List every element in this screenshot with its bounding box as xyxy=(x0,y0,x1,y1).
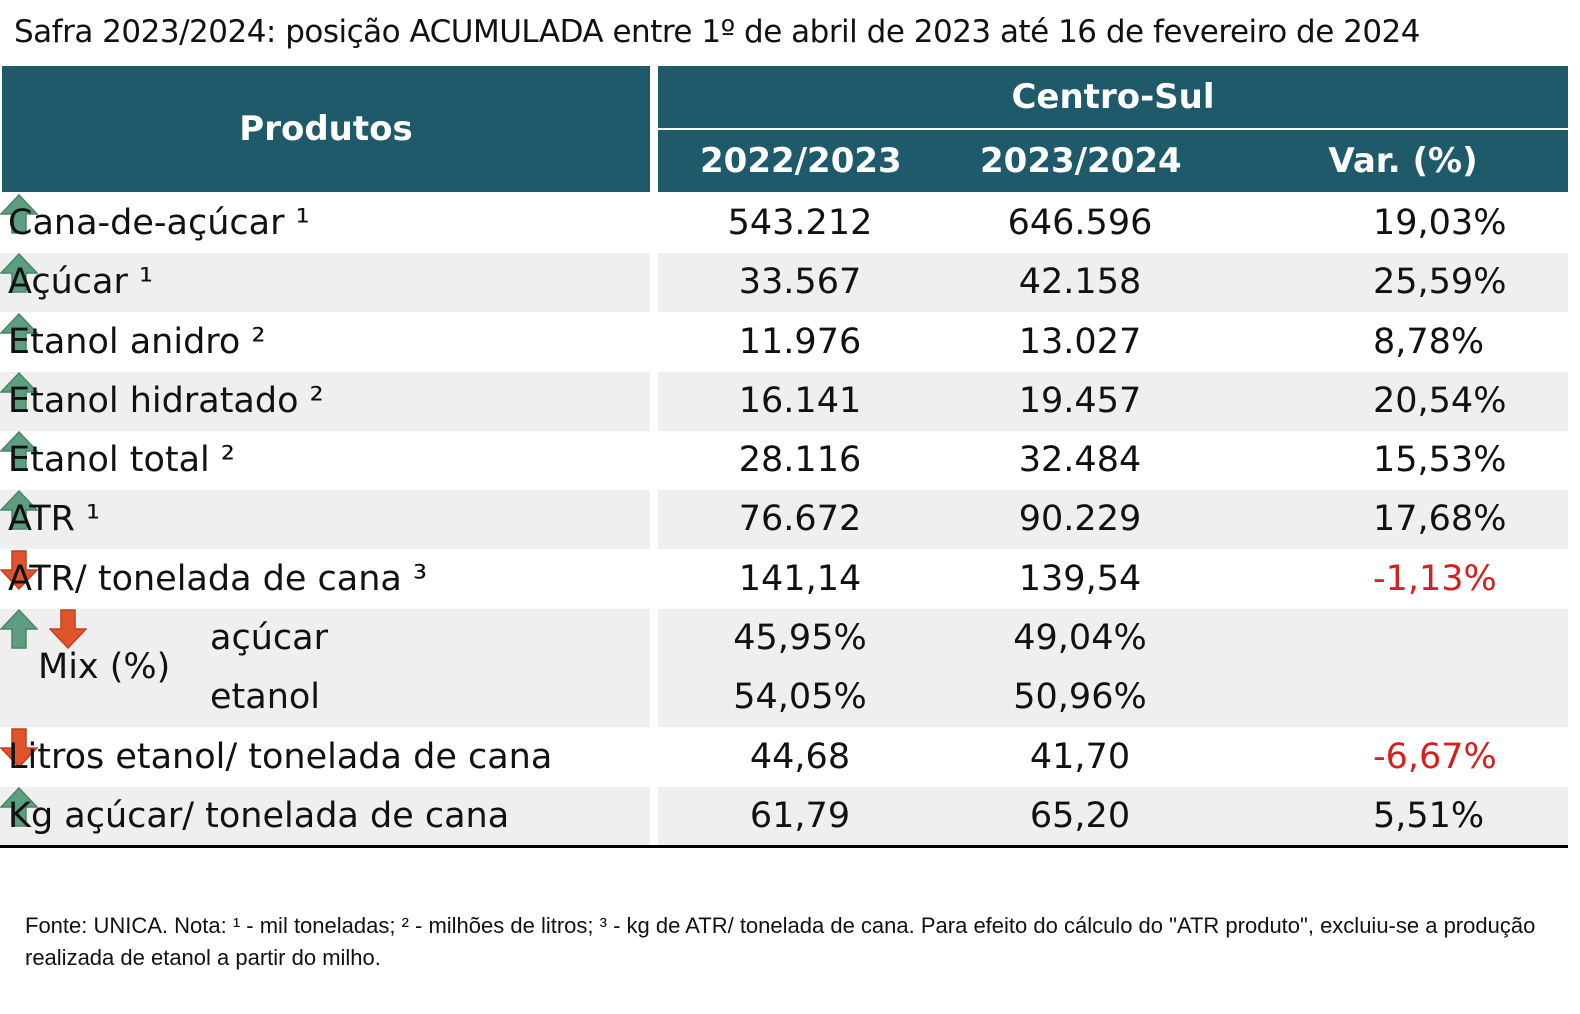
value: 50,96% xyxy=(1013,677,1147,717)
variation: 17,68% xyxy=(1373,499,1507,539)
footnote: Fonte: UNICA. Nota: ¹ - mil toneladas; ²… xyxy=(25,913,1536,970)
value: 19.457 xyxy=(1018,381,1142,421)
variation: 8,78% xyxy=(1373,322,1485,362)
value: 42.158 xyxy=(1018,262,1142,302)
label: Kg açúcar/ tonelada de cana xyxy=(8,796,510,836)
value: 141,14 xyxy=(738,559,862,599)
value: 61,79 xyxy=(749,796,851,836)
variation: 20,54% xyxy=(1373,381,1507,421)
header-columns: 2022/2023 2023/2024 Var. (%) xyxy=(658,130,1568,192)
column-header: 2022/2023 xyxy=(700,141,902,181)
value: 65,20 xyxy=(1029,796,1131,836)
table-row: Cana-de-açúcar ¹ 543.212 646.596 19,03% xyxy=(0,194,1568,253)
mix-label: Mix (%) xyxy=(38,647,171,687)
table-row: Açúcar ¹ 33.567 42.158 25,59% xyxy=(0,253,1568,312)
column-header: 2023/2024 xyxy=(980,141,1182,181)
label: Litros etanol/ tonelada de cana xyxy=(8,737,553,777)
value: 49,04% xyxy=(1013,618,1147,658)
bottom-rule xyxy=(0,845,1568,848)
value: 28.116 xyxy=(738,440,862,480)
value: 16.141 xyxy=(738,381,862,421)
label: ATR ¹ xyxy=(8,499,101,539)
label: etanol xyxy=(210,677,321,717)
value: 32.484 xyxy=(1018,440,1142,480)
value: 139,54 xyxy=(1018,559,1142,599)
value: 13.027 xyxy=(1018,322,1142,362)
table-row: ATR/ tonelada de cana ³ 141,14 139,54 -1,13… xyxy=(0,550,1568,609)
value: 11.976 xyxy=(738,322,862,362)
value: 543.212 xyxy=(727,203,873,243)
value: 90.229 xyxy=(1018,499,1142,539)
label: Etanol anidro ² xyxy=(8,322,266,362)
arrow-up xyxy=(0,609,38,649)
value: 44,68 xyxy=(749,737,851,777)
value: 41,70 xyxy=(1029,737,1131,777)
table-row: Litros etanol/ tonelada de cana 44,68 41,7… xyxy=(0,728,1568,787)
value: 45,95% xyxy=(733,618,867,658)
variation: 25,59% xyxy=(1373,262,1507,302)
header-region: Centro-Sul xyxy=(658,66,1568,128)
variation: 19,03% xyxy=(1373,203,1507,243)
table-row: ATR ¹ 76.672 90.229 17,68% xyxy=(0,490,1568,549)
mix-row: Mix (%) açúcar 45,95% 49,04% etanol 54,0… xyxy=(0,609,1568,727)
table-row: Etanol anidro ² 11.976 13.027 8,78% xyxy=(0,313,1568,372)
label: Etanol hidratado ² xyxy=(8,381,324,421)
label: Açúcar ¹ xyxy=(8,262,153,302)
label: açúcar xyxy=(210,618,328,658)
header-products: Produtos xyxy=(2,66,650,192)
label: ATR/ tonelada de cana ³ xyxy=(8,559,428,599)
label: Etanol total ² xyxy=(8,440,235,480)
value: 76.672 xyxy=(738,499,862,539)
table-row: Kg açúcar/ tonelada de cana 61,79 65,20 5,5… xyxy=(0,787,1568,846)
value: 646.596 xyxy=(1007,203,1153,243)
label: Cana-de-açúcar ¹ xyxy=(8,203,310,243)
column-header: Var. (%) xyxy=(1328,141,1478,181)
variation: 5,51% xyxy=(1373,796,1485,836)
variation: -1,13% xyxy=(1373,559,1497,599)
variation: 15,53% xyxy=(1373,440,1507,480)
variation: -6,67% xyxy=(1373,737,1497,777)
table-row: Etanol hidratado ² 16.141 19.457 20,54% xyxy=(0,372,1568,431)
value: 54,05% xyxy=(733,677,867,717)
table-row: Etanol total ² 28.116 32.484 15,53% xyxy=(0,431,1568,490)
value: 33.567 xyxy=(738,262,862,302)
title: Safra 2023/2024: posição ACUMULADA entre… xyxy=(14,14,1421,50)
